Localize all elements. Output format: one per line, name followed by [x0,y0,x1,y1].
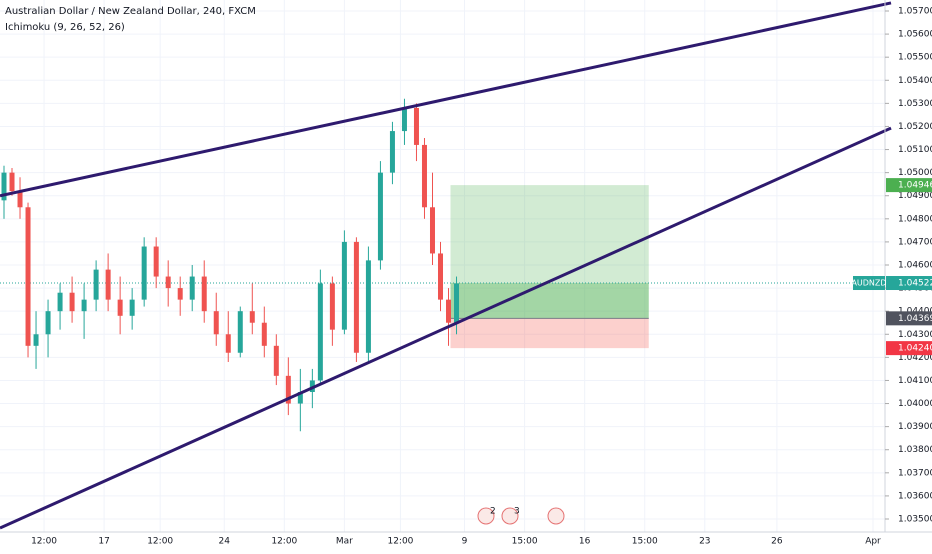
y-tick-label: 1.04100 [898,376,932,386]
y-tick-label: 1.04600 [898,261,932,271]
x-tick-label: 23 [699,537,710,547]
y-tick-label: 1.03600 [898,491,932,501]
y-tick-label: 1.05600 [898,30,932,40]
y-tick-label: 1.04300 [898,330,932,340]
symbol-tag [853,276,885,291]
candle-body [1,172,7,201]
candle-body [401,107,407,132]
candle-body [57,292,63,312]
last-price-tag [886,276,932,291]
y-tick-label: 1.05000 [898,168,932,178]
x-tick-label: 12:00 [147,537,173,547]
candle-body [201,276,207,312]
event-count: 3 [514,507,520,517]
x-tick-label: 12:00 [271,537,297,547]
x-tick-label: 9 [462,537,468,547]
candle-body [389,131,395,173]
event-icon[interactable] [477,507,495,525]
candle-body [317,283,323,381]
y-tick-label: 1.03700 [898,468,932,478]
symbol-label: AUDNZD [851,279,886,288]
y-tick-label: 1.03900 [898,422,932,432]
x-tick-label: 17 [98,537,109,547]
indicator-label: Ichimoku (9, 26, 52, 26) [5,22,125,33]
candle-body [9,172,15,192]
candle-body [353,241,359,353]
candle-body [81,299,87,312]
x-tick-label: Mar [336,537,353,547]
y-tick-label: 1.04900 [898,191,932,201]
y-tick-label: 1.05300 [898,99,932,109]
candle-body [153,246,159,277]
trend-line [0,126,892,530]
y-tick-label: 1.05700 [898,7,932,17]
trend-line [0,1,892,198]
event-icon[interactable] [547,507,565,525]
candle-body [177,288,183,300]
y-tick-label: 1.05100 [898,145,932,155]
x-tick-label: 24 [219,537,231,547]
candle-body [341,241,347,330]
event-count: 2 [490,507,496,517]
candle-body [454,283,460,323]
chart-title: Australian Dollar / New Zealand Dollar, … [5,6,256,17]
candle-body [17,191,23,208]
stop-tag-label: 1.04240 [898,344,932,354]
stop-tag [886,341,932,356]
candle-body [413,107,419,145]
x-tick-label: 16 [579,537,591,547]
candle-body [446,299,452,323]
candle-body [93,269,99,300]
y-tick-label: 1.05200 [898,122,932,132]
y-tick-label: 1.04000 [898,399,932,409]
target-tag-label: 1.04946 [898,181,932,191]
candle-body [437,253,443,300]
y-tick-label: 1.05400 [898,76,932,86]
x-tick-label: 26 [771,537,783,547]
candle-body [69,292,75,312]
candle-body [129,299,135,316]
y-tick-label: 1.03500 [898,515,932,525]
candle-body [261,322,267,346]
x-tick-label: 15:00 [512,537,538,547]
entry-tag-label: 1.04369 [898,314,932,324]
y-tick-label: 1.05500 [898,53,932,63]
candle-body [45,311,51,335]
candle-body [33,334,39,346]
candle-body [249,311,255,323]
x-tick-label: Apr [865,537,881,547]
candle-body [105,269,111,300]
event-icon[interactable] [501,507,519,525]
candle-body [25,207,31,346]
candle-body [213,311,219,335]
target-tag [886,178,932,193]
candle-body [273,345,279,376]
x-tick-label: 12:00 [31,537,57,547]
candle-body [297,392,303,404]
candle-body [421,144,427,208]
candle-body [377,172,383,261]
x-tick-label: 15:00 [632,537,658,547]
candle-body [141,246,147,300]
y-tick-label: 1.04700 [898,237,932,247]
last-price-tag-label: 1.04522 [898,279,932,289]
candle-body [117,299,123,316]
y-tick-label: 1.04200 [898,353,932,363]
candle-body [225,334,231,353]
loss-zone [450,318,649,349]
y-tick-label: 1.03800 [898,445,932,455]
candle-body [237,311,243,353]
candle-body [189,276,195,300]
candle-body [329,283,335,330]
candle-body [285,375,291,404]
y-tick-label: 1.04800 [898,214,932,224]
candle-body [165,276,171,289]
candle-body [429,207,435,254]
candle-body [365,260,371,353]
x-tick-label: 12:00 [387,537,413,547]
entry-tag [886,311,932,326]
